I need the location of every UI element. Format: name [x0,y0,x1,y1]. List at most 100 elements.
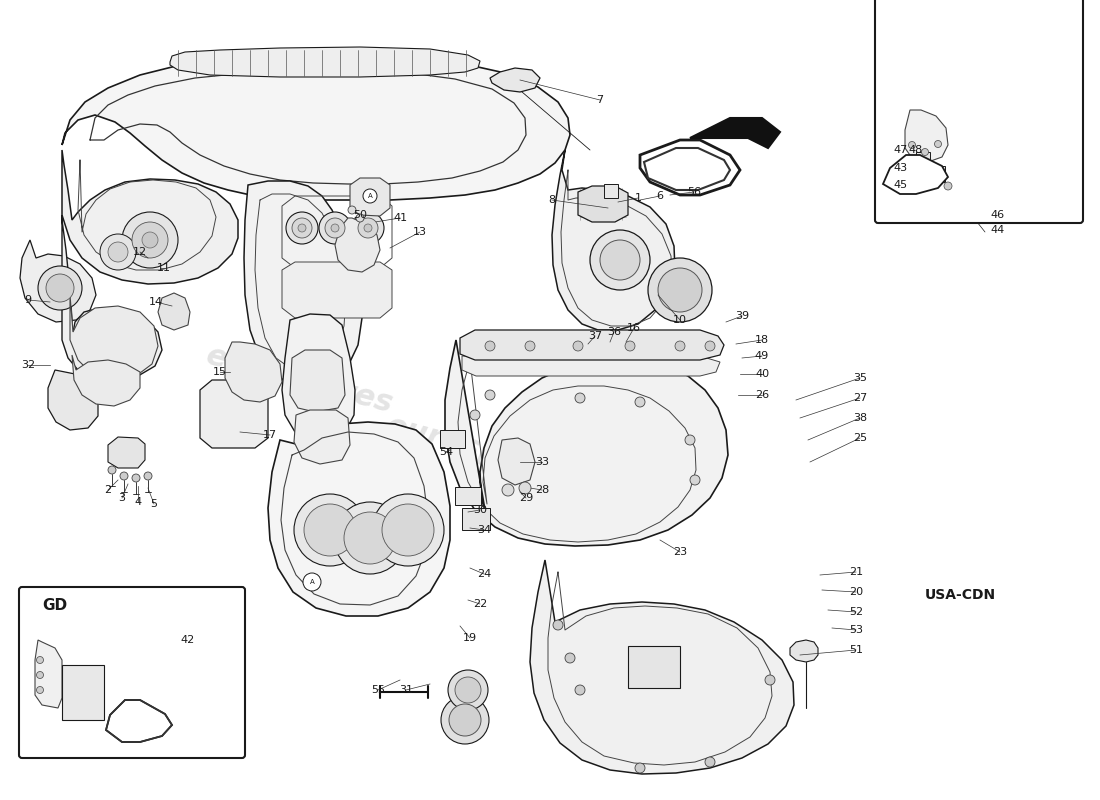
Circle shape [364,224,372,232]
Polygon shape [158,293,190,330]
Circle shape [502,484,514,496]
Text: 35: 35 [852,373,867,383]
Circle shape [39,266,82,310]
FancyBboxPatch shape [19,587,245,758]
Text: 54: 54 [439,447,453,457]
Polygon shape [48,370,98,430]
Circle shape [909,142,915,149]
Polygon shape [200,380,268,448]
Polygon shape [268,422,450,616]
Polygon shape [883,155,948,194]
Text: 12: 12 [133,247,147,257]
Text: 53: 53 [849,625,864,635]
Circle shape [485,390,495,400]
Circle shape [108,466,115,474]
Circle shape [690,475,700,485]
Text: 8: 8 [549,195,556,205]
Circle shape [525,341,535,351]
Polygon shape [490,68,540,92]
Circle shape [441,696,490,744]
Text: 16: 16 [627,323,641,333]
Circle shape [120,472,128,480]
Polygon shape [72,355,140,406]
Polygon shape [62,150,238,284]
Circle shape [144,472,152,480]
Text: 19: 19 [463,633,477,643]
Polygon shape [20,240,96,322]
Text: 48: 48 [908,145,922,155]
Polygon shape [460,330,724,360]
Text: 41: 41 [393,213,407,223]
Circle shape [319,212,351,244]
FancyBboxPatch shape [874,0,1084,223]
Text: USA-CDN: USA-CDN [924,588,996,602]
Circle shape [331,224,339,232]
Polygon shape [282,262,392,318]
Polygon shape [282,314,355,440]
Text: eurospares: eurospares [204,341,397,419]
Circle shape [132,222,168,258]
Text: eurospares: eurospares [383,411,576,489]
Text: 36: 36 [607,327,621,337]
Circle shape [590,230,650,290]
Text: 4: 4 [134,497,142,507]
Text: 25: 25 [852,433,867,443]
Circle shape [356,214,364,222]
Circle shape [100,234,136,270]
Text: GD: GD [43,598,67,613]
Text: 5: 5 [151,499,157,509]
Circle shape [448,670,488,710]
Text: 6: 6 [657,191,663,201]
Circle shape [764,675,776,685]
Polygon shape [905,110,948,162]
Circle shape [935,141,942,147]
Circle shape [675,341,685,351]
Circle shape [36,657,44,663]
Circle shape [36,686,44,694]
Circle shape [132,474,140,482]
Text: 23: 23 [673,547,688,557]
Text: 26: 26 [755,390,769,400]
Circle shape [455,677,481,703]
Text: 18: 18 [755,335,769,345]
Polygon shape [35,640,62,708]
Text: 13: 13 [412,227,427,237]
Circle shape [705,341,715,351]
Text: 55: 55 [371,685,385,695]
Polygon shape [552,150,675,330]
Circle shape [658,268,702,312]
Circle shape [575,393,585,403]
Polygon shape [462,356,720,376]
Bar [628,646,680,688]
Circle shape [600,240,640,280]
Circle shape [648,258,712,322]
Polygon shape [790,640,818,662]
Circle shape [304,504,356,556]
Text: 45: 45 [893,180,907,190]
Text: 17: 17 [263,430,277,440]
Circle shape [122,212,178,268]
Polygon shape [70,295,158,380]
Text: 7: 7 [596,95,604,105]
Text: 51: 51 [849,645,864,655]
Circle shape [573,341,583,351]
Circle shape [298,224,306,232]
Text: 1: 1 [635,193,641,203]
Circle shape [565,653,575,663]
Polygon shape [498,438,535,485]
Circle shape [485,341,495,351]
Text: A: A [309,579,315,585]
Polygon shape [226,342,282,402]
Circle shape [292,218,312,238]
Text: 42: 42 [180,635,195,645]
Polygon shape [106,700,172,742]
Polygon shape [244,181,362,386]
Circle shape [382,504,435,556]
Bar [455,487,481,505]
Text: 29: 29 [519,493,534,503]
Bar [462,508,490,530]
Bar [440,430,465,448]
Polygon shape [336,218,380,272]
Circle shape [142,232,158,248]
Circle shape [344,512,396,564]
